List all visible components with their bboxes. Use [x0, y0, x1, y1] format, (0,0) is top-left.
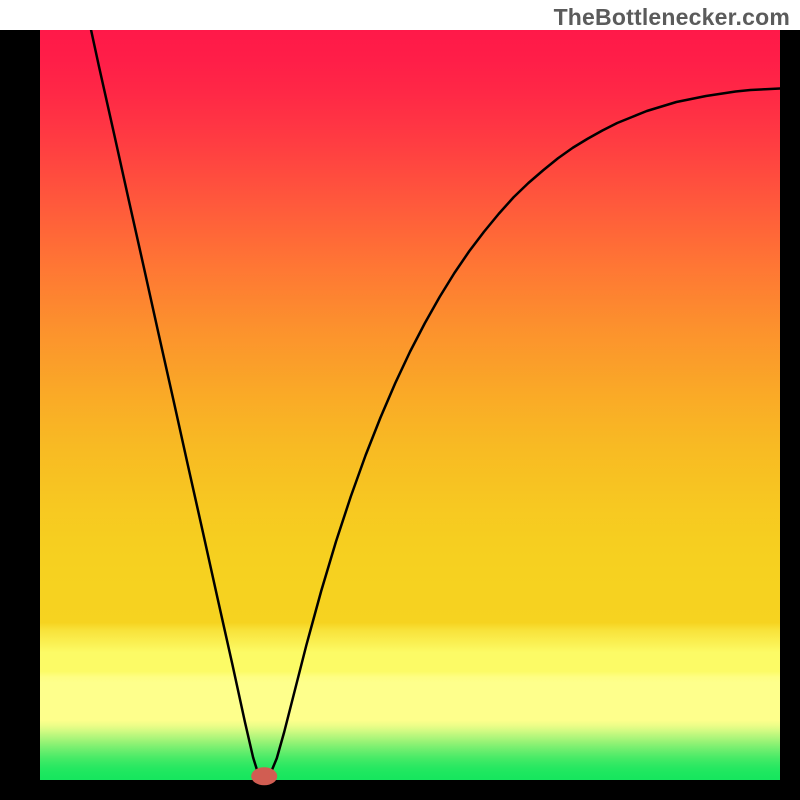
watermark-text: TheBottlenecker.com: [554, 4, 790, 31]
chart-svg: [0, 0, 800, 800]
optimum-marker: [251, 767, 277, 785]
chart-container: TheBottlenecker.com: [0, 0, 800, 800]
gradient-plot-area: [40, 30, 780, 780]
